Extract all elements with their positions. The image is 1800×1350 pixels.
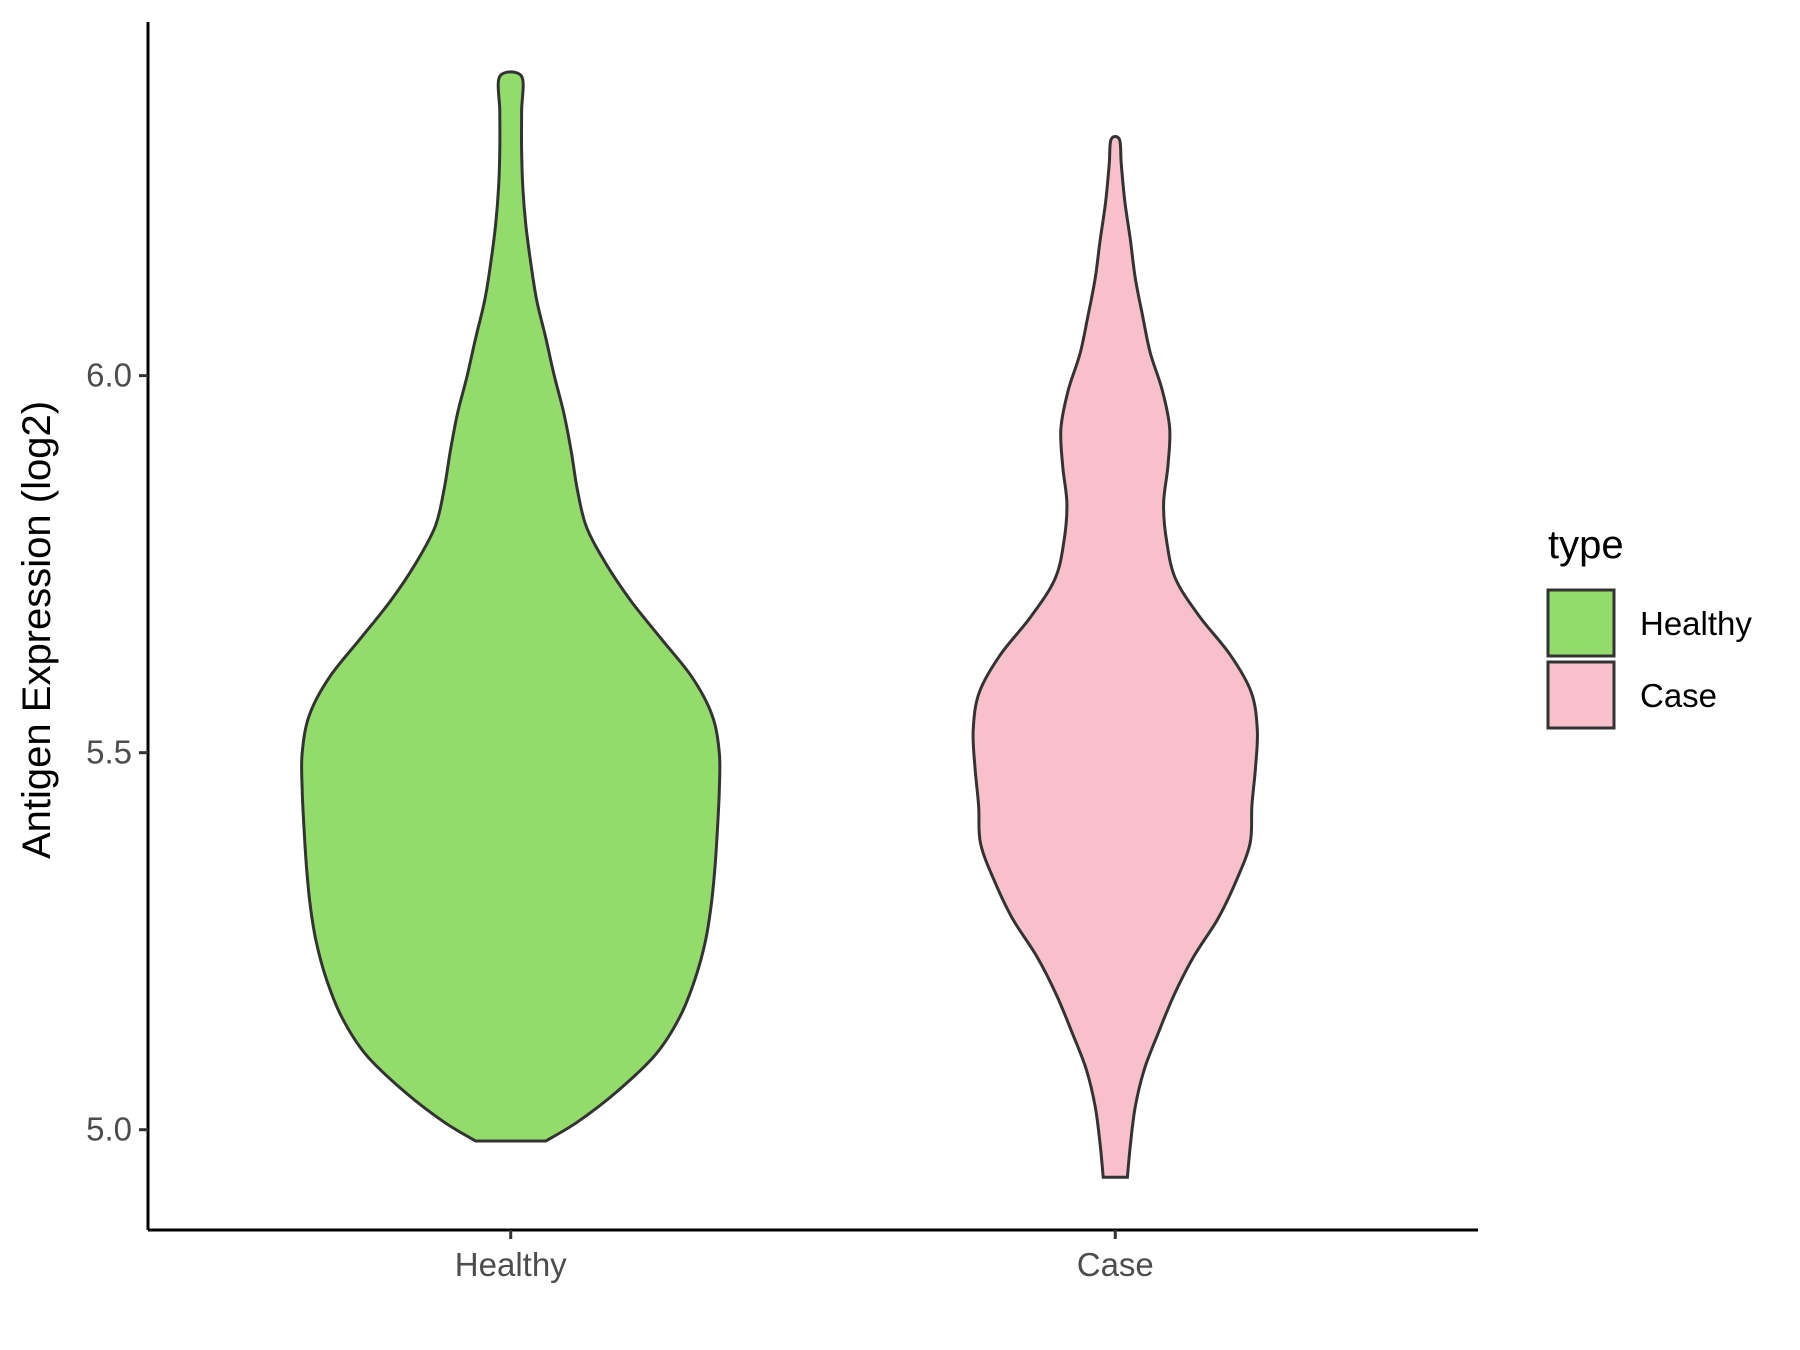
legend-key-case	[1546, 660, 1616, 730]
violin-healthy	[300, 70, 722, 1143]
x-tick-label: Healthy	[455, 1246, 567, 1283]
legend-label-case: Case	[1640, 677, 1717, 714]
legend-key-healthy	[1546, 588, 1616, 658]
legend-label-healthy: Healthy	[1640, 605, 1752, 642]
y-tick-label: 5.5	[86, 734, 132, 771]
y-tick-label: 6.0	[86, 357, 132, 394]
y-axis-title: Antigen Expression (log2)	[15, 401, 59, 859]
legend-title: type	[1548, 523, 1624, 567]
x-tick-label: Case	[1077, 1246, 1154, 1283]
violin-case	[971, 135, 1259, 1179]
plot-area	[300, 70, 1259, 1179]
y-axis: 5.0 5.5 6.0	[86, 22, 150, 1230]
x-axis: Healthy Case	[148, 1228, 1478, 1283]
legend: type Healthy Case	[1546, 523, 1752, 730]
y-tick-label: 5.0	[86, 1111, 132, 1148]
